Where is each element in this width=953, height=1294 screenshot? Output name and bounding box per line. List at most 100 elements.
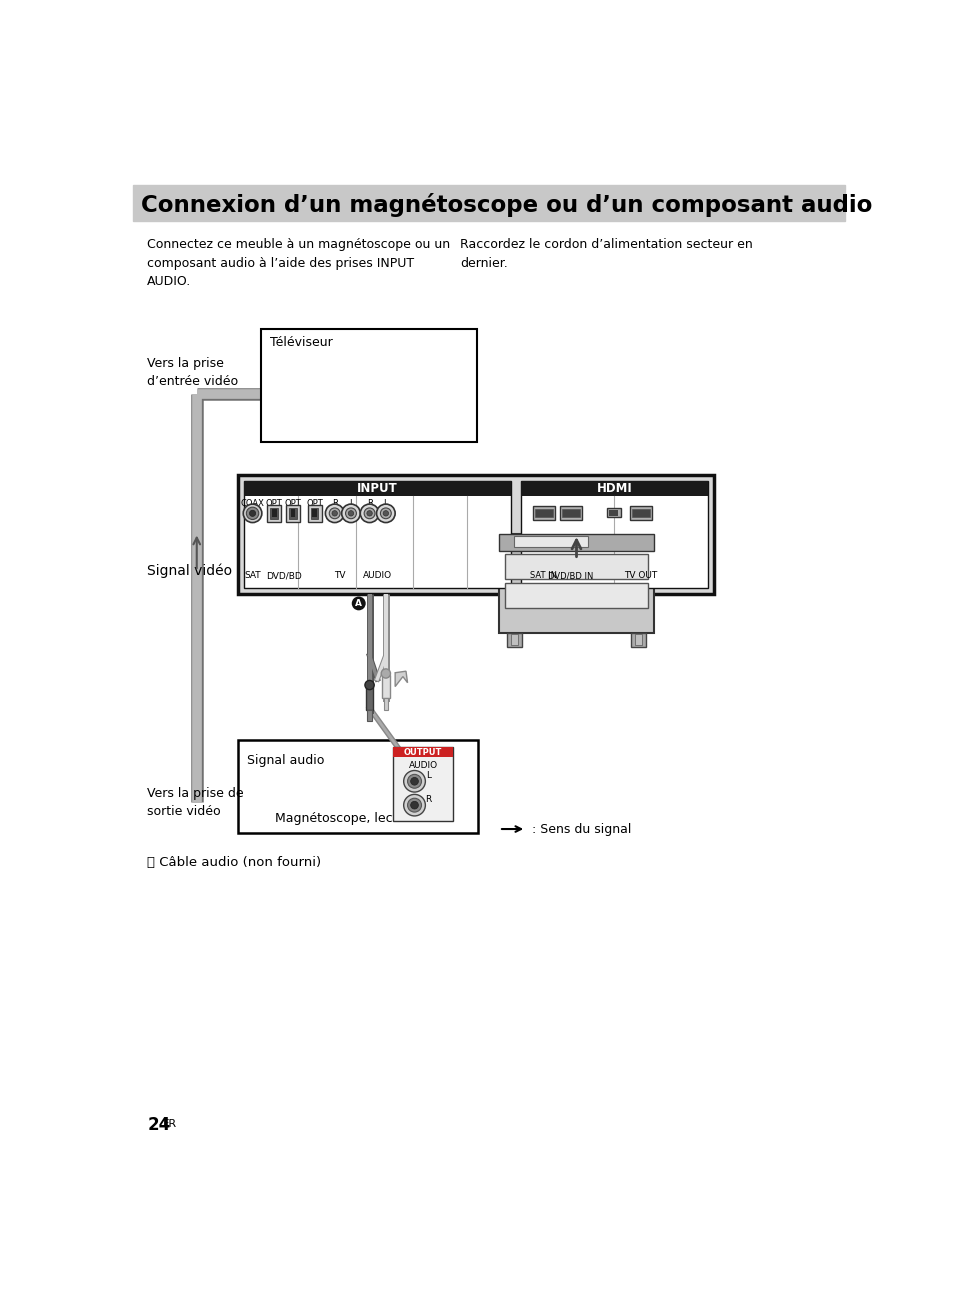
Text: Vers la prise de
sortie vidéo: Vers la prise de sortie vidéo: [147, 787, 244, 818]
Bar: [561, 509, 579, 518]
Text: Vers la prise
d’entrée vidéo: Vers la prise d’entrée vidéo: [147, 357, 238, 388]
Bar: [383, 699, 388, 709]
Circle shape: [367, 511, 372, 516]
Text: Signal audio: Signal audio: [247, 754, 324, 767]
Bar: [267, 505, 281, 521]
Text: TV: TV: [334, 571, 346, 580]
Text: Connectez ce meuble à un magnétoscope ou un
composant audio à l’aide des prises : Connectez ce meuble à un magnétoscope ou…: [147, 238, 450, 289]
Bar: [520, 481, 707, 587]
Circle shape: [348, 511, 354, 516]
Text: OPT: OPT: [266, 499, 282, 509]
Text: Magnétoscope, lecteur CD: Magnétoscope, lecteur CD: [274, 813, 440, 826]
Bar: [631, 509, 649, 518]
Bar: [634, 634, 641, 644]
Bar: [514, 537, 587, 547]
Circle shape: [376, 505, 395, 523]
Text: FR: FR: [162, 1119, 176, 1130]
Bar: [533, 506, 555, 520]
Text: Raccordez le cordon d’alimentation secteur en
dernier.: Raccordez le cordon d’alimentation secte…: [459, 238, 752, 270]
Text: Signal vidéo: Signal vidéo: [147, 563, 232, 578]
Bar: [133, 185, 843, 221]
Bar: [291, 510, 294, 518]
Bar: [272, 510, 276, 518]
Text: L: L: [348, 499, 353, 509]
Text: OPT: OPT: [306, 499, 322, 509]
Circle shape: [332, 511, 337, 516]
Circle shape: [383, 511, 388, 516]
Bar: [505, 554, 647, 578]
Bar: [244, 481, 511, 497]
Bar: [312, 510, 316, 518]
Bar: [237, 740, 477, 833]
Text: R: R: [425, 795, 431, 804]
Bar: [606, 509, 620, 518]
Bar: [510, 634, 517, 644]
Circle shape: [410, 778, 418, 785]
Circle shape: [381, 669, 390, 678]
Bar: [261, 329, 476, 443]
Text: SAT: SAT: [244, 571, 260, 580]
Bar: [307, 505, 321, 521]
Text: Téléviseur: Téléviseur: [270, 336, 333, 349]
Bar: [608, 510, 618, 515]
Bar: [270, 509, 278, 519]
Text: L: L: [383, 499, 388, 509]
Text: DVD/BD: DVD/BD: [265, 571, 301, 580]
Bar: [244, 481, 511, 587]
Circle shape: [403, 795, 425, 817]
Text: A: A: [355, 599, 362, 608]
Text: OPT: OPT: [284, 499, 301, 509]
Text: COAX: COAX: [240, 499, 264, 509]
Circle shape: [380, 509, 391, 519]
Circle shape: [407, 774, 421, 788]
Text: Ⓐ Câble audio (non fourni): Ⓐ Câble audio (non fourni): [147, 855, 321, 870]
Circle shape: [403, 770, 425, 792]
Bar: [365, 687, 373, 709]
Bar: [506, 633, 521, 647]
Bar: [559, 506, 581, 520]
Bar: [629, 506, 651, 520]
Bar: [237, 475, 714, 594]
Bar: [381, 675, 390, 699]
Circle shape: [345, 509, 356, 519]
Circle shape: [365, 681, 374, 690]
Circle shape: [329, 509, 340, 519]
Text: DVD/BD IN: DVD/BD IN: [548, 571, 593, 580]
Circle shape: [360, 505, 378, 523]
Text: AUDIO: AUDIO: [408, 761, 437, 770]
Bar: [393, 747, 453, 757]
Text: TV OUT: TV OUT: [623, 571, 657, 580]
Bar: [520, 481, 707, 497]
Bar: [289, 509, 296, 519]
Circle shape: [407, 798, 421, 813]
Text: OUTPUT: OUTPUT: [403, 748, 442, 757]
Text: INPUT: INPUT: [357, 483, 397, 496]
Bar: [498, 534, 654, 551]
Text: SAT IN: SAT IN: [530, 571, 557, 580]
Text: AUDIO: AUDIO: [362, 571, 392, 580]
Text: R: R: [332, 499, 337, 509]
Circle shape: [352, 597, 365, 611]
Bar: [630, 633, 645, 647]
Circle shape: [341, 505, 360, 523]
Bar: [367, 709, 372, 721]
Circle shape: [410, 801, 418, 809]
Text: : Sens du signal: : Sens du signal: [531, 823, 630, 836]
Bar: [393, 747, 453, 820]
Text: HDMI: HDMI: [596, 483, 632, 496]
Circle shape: [249, 510, 255, 516]
Circle shape: [325, 505, 344, 523]
Circle shape: [364, 509, 375, 519]
Bar: [311, 509, 318, 519]
Circle shape: [243, 505, 261, 523]
Text: Connexion d’un magnétoscope ou d’un composant audio: Connexion d’un magnétoscope ou d’un comp…: [141, 193, 871, 216]
Text: R: R: [366, 499, 372, 509]
Bar: [505, 584, 647, 608]
Text: L: L: [426, 771, 431, 779]
Polygon shape: [395, 672, 407, 687]
Text: 24: 24: [147, 1117, 171, 1135]
Bar: [498, 534, 654, 633]
Bar: [286, 505, 299, 521]
Circle shape: [246, 507, 258, 519]
Bar: [534, 509, 553, 518]
